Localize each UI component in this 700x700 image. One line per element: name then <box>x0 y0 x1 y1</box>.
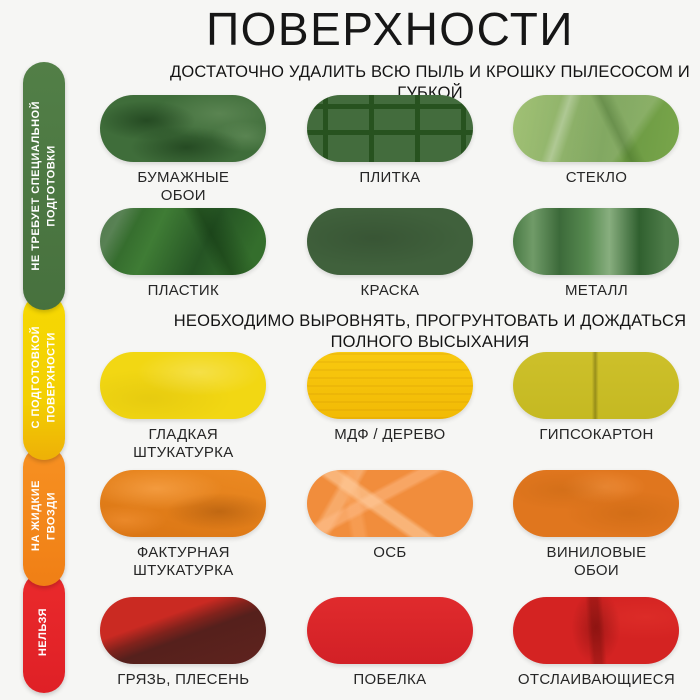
surface-tile: ОСБ <box>287 470 494 581</box>
tile-label: ГИПСОКАРТОН <box>539 426 654 443</box>
tile-label: КРАСКА <box>360 282 420 299</box>
tile-label: ПЛАСТИК <box>147 282 219 299</box>
sidebar-category-liquid-nails: НА ЖИДКИЕ ГВОЗДИ <box>23 446 65 586</box>
tile-row: ПЛАСТИК КРАСКА МЕТАЛЛ <box>80 208 700 300</box>
swatch-mdf-wood <box>306 352 473 419</box>
swatch-peeling-surface <box>513 597 680 664</box>
tile-label: ОТСЛАИВАЮЩИЕСЯ <box>517 671 676 688</box>
swatch-whitewash <box>306 597 473 664</box>
sidebar-category-label: НЕЛЬЗЯ <box>37 608 50 657</box>
sidebar-category-label: НА ЖИДКИЕ ГВОЗДИ <box>29 480 57 552</box>
page-title: ПОВЕРХНОСТИ <box>206 3 574 55</box>
surface-tile: ГИПСОКАРТОН <box>493 352 700 463</box>
surface-tile: СТЕКЛО <box>493 95 700 206</box>
tile-row: ФАКТУРНАЯ ШТУКАТУРКА ОСБ ВИНИЛОВЫЕ ОБОИ <box>80 470 700 581</box>
section-heading-with-prep: НЕОБХОДИМО ВЫРОВНЯТЬ, ПРОГРУНТОВАТЬ И ДО… <box>173 312 687 352</box>
swatch-metal <box>513 208 680 275</box>
surface-tile: КРАСКА <box>287 208 494 300</box>
surface-tile: БУМАЖНЫЕ ОБОИ <box>80 95 287 206</box>
surface-tile: ВИНИЛОВЫЕ ОБОИ <box>493 470 700 581</box>
swatch-smooth-plaster <box>100 352 267 419</box>
tile-label: БУМАЖНЫЕ ОБОИ <box>137 169 230 205</box>
tile-label: ВИНИЛОВЫЕ ОБОИ <box>546 544 647 580</box>
swatch-vinyl-wallpaper <box>513 470 680 537</box>
swatch-paint <box>306 208 473 275</box>
sidebar-category-with-prep: С ПОДГОТОВКОЙ ПОВЕРХНОСТИ <box>23 294 65 460</box>
swatch-plastic <box>100 208 267 275</box>
swatch-osb <box>306 470 473 537</box>
tile-label: ГРЯЗЬ, ПЛЕСЕНЬ <box>117 671 250 688</box>
surface-tile: ОТСЛАИВАЮЩИЕСЯ <box>493 597 700 689</box>
tile-row: ГЛАДКАЯ ШТУКАТУРКА МДФ / ДЕРЕВО ГИПСОКАР… <box>80 352 700 463</box>
tile-label: ПОБЕЛКА <box>353 671 427 688</box>
sidebar-category-label: С ПОДГОТОВКОЙ ПОВЕРХНОСТИ <box>29 325 57 429</box>
tile-row: ГРЯЗЬ, ПЛЕСЕНЬ ПОБЕЛКА ОТСЛАИВАЮЩИЕСЯ <box>80 597 700 689</box>
swatch-ceramic-tile <box>306 95 473 162</box>
tile-label: МЕТАЛЛ <box>564 282 628 299</box>
tile-label: МДФ / ДЕРЕВО <box>334 426 446 443</box>
tile-label: ГЛАДКАЯ ШТУКАТУРКА <box>133 426 234 462</box>
sidebar-category-label: НЕ ТРЕБУЕТ СПЕЦИАЛЬНОЙ ПОДГОТОВКИ <box>29 101 57 271</box>
tile-label: ПЛИТКА <box>359 169 421 186</box>
surface-tile: МЕТАЛЛ <box>493 208 700 300</box>
surface-tile: ГРЯЗЬ, ПЛЕСЕНЬ <box>80 597 287 689</box>
swatch-drywall <box>513 352 680 419</box>
surface-tile: ПОБЕЛКА <box>287 597 494 689</box>
tile-label: ФАКТУРНАЯ ШТУКАТУРКА <box>133 544 234 580</box>
swatch-dirt-mold <box>100 597 267 664</box>
tile-label: СТЕКЛО <box>565 169 628 186</box>
swatch-paper-wallpaper <box>100 95 267 162</box>
tile-row: БУМАЖНЫЕ ОБОИ ПЛИТКА СТЕКЛО <box>80 95 700 206</box>
tile-label: ОСБ <box>373 544 407 561</box>
sidebar-category-forbidden: НЕЛЬЗЯ <box>23 572 65 693</box>
surface-tile: ПЛИТКА <box>287 95 494 206</box>
surfaces-grid: ДОСТАТОЧНО УДАЛИТЬ ВСЮ ПЫЛЬ И КРОШКУ ПЫЛ… <box>80 0 700 700</box>
surface-tile: ПЛАСТИК <box>80 208 287 300</box>
swatch-textured-plaster <box>100 470 267 537</box>
swatch-glass <box>513 95 680 162</box>
surface-tile: ГЛАДКАЯ ШТУКАТУРКА <box>80 352 287 463</box>
surface-tile: МДФ / ДЕРЕВО <box>287 352 494 463</box>
section-heading-no-prep: ДОСТАТОЧНО УДАЛИТЬ ВСЮ ПЫЛЬ И КРОШКУ ПЫЛ… <box>170 63 690 103</box>
sidebar-category-no-prep: НЕ ТРЕБУЕТ СПЕЦИАЛЬНОЙ ПОДГОТОВКИ <box>23 62 65 310</box>
surface-tile: ФАКТУРНАЯ ШТУКАТУРКА <box>80 470 287 581</box>
